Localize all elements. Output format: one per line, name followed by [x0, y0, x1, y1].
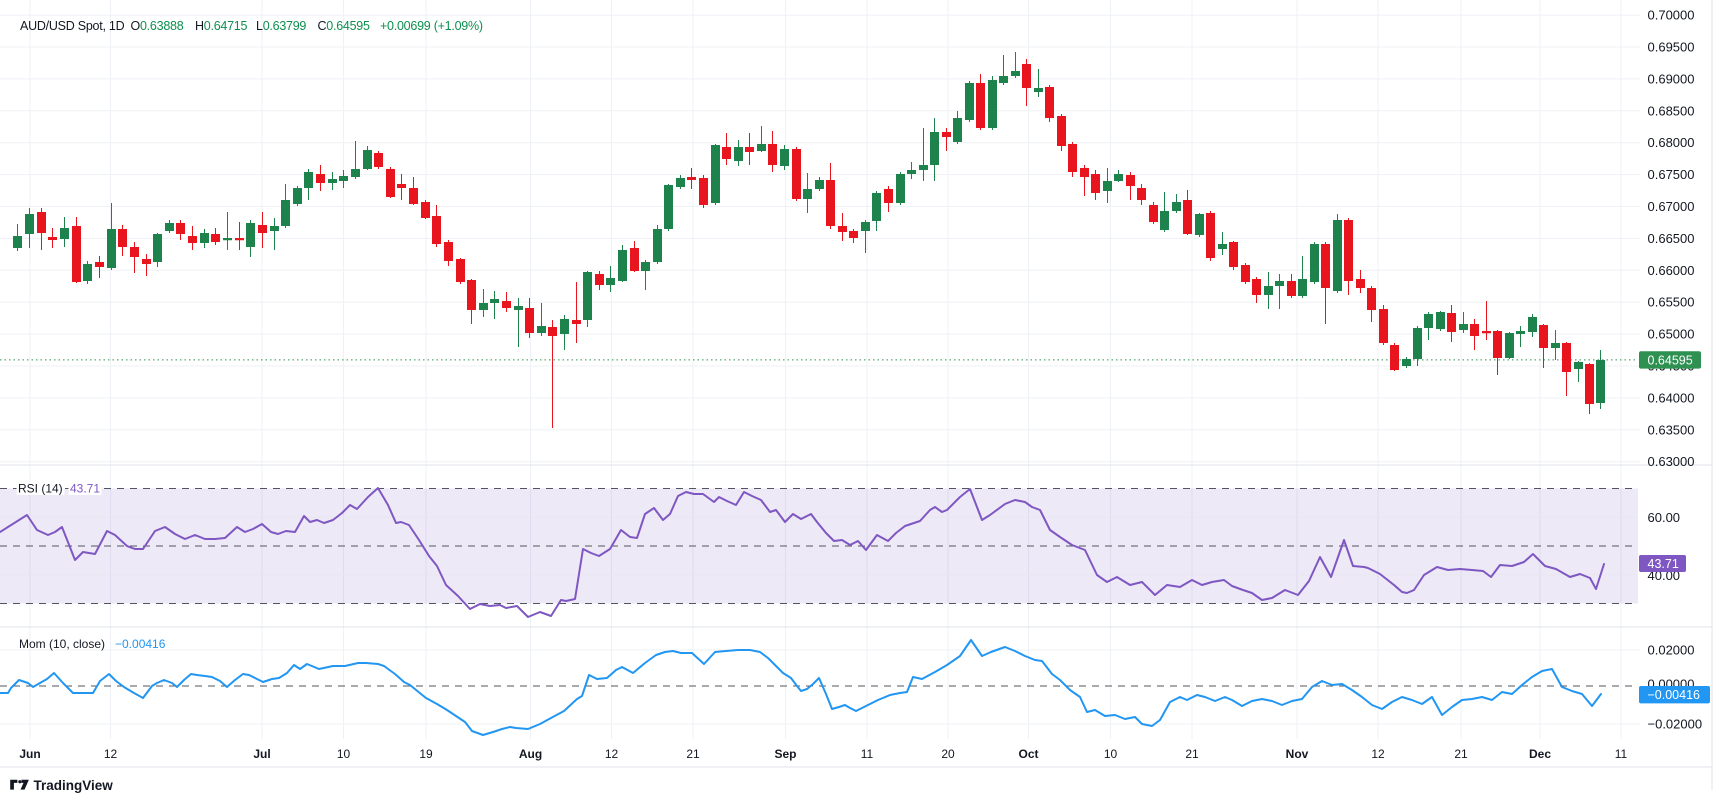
- svg-text:Aug: Aug: [519, 747, 542, 761]
- svg-text:0.68000: 0.68000: [1648, 135, 1695, 150]
- svg-text:12: 12: [605, 747, 619, 761]
- svg-text:0.69000: 0.69000: [1648, 71, 1695, 86]
- svg-text:0.69500: 0.69500: [1648, 40, 1695, 55]
- svg-text:0.67500: 0.67500: [1648, 167, 1695, 182]
- svg-text:Jun: Jun: [19, 747, 40, 761]
- svg-text:0.64000: 0.64000: [1648, 390, 1695, 405]
- svg-text:0.64595: 0.64595: [1648, 353, 1693, 367]
- svg-text:60.00: 60.00: [1648, 510, 1681, 525]
- svg-text:Dec: Dec: [1529, 747, 1551, 761]
- svg-text:−0.00416: −0.00416: [1648, 688, 1701, 702]
- svg-text:Mom (10, close): Mom (10, close): [19, 637, 105, 651]
- svg-text:21: 21: [686, 747, 700, 761]
- svg-text:19: 19: [419, 747, 433, 761]
- svg-text:21: 21: [1454, 747, 1468, 761]
- svg-text:0.68500: 0.68500: [1648, 103, 1695, 118]
- svg-text:−0.00416: −0.00416: [115, 637, 166, 651]
- svg-text:43.71: 43.71: [70, 482, 100, 496]
- svg-text:10: 10: [1104, 747, 1118, 761]
- svg-text:12: 12: [104, 747, 118, 761]
- svg-text:RSI (14): RSI (14): [18, 482, 63, 496]
- svg-text:Jul: Jul: [253, 747, 270, 761]
- svg-text:Nov: Nov: [1286, 747, 1309, 761]
- svg-text:Sep: Sep: [774, 747, 796, 761]
- svg-text:0.63500: 0.63500: [1648, 422, 1695, 437]
- svg-text:0.67000: 0.67000: [1648, 199, 1695, 214]
- svg-text:TradingView: TradingView: [34, 778, 114, 793]
- svg-text:0.70000: 0.70000: [1648, 8, 1695, 23]
- svg-text:0.02000: 0.02000: [1648, 643, 1695, 658]
- svg-text:Oct: Oct: [1018, 747, 1038, 761]
- svg-text:0.65000: 0.65000: [1648, 327, 1695, 342]
- svg-text:0.65500: 0.65500: [1648, 295, 1695, 310]
- svg-text:20: 20: [941, 747, 955, 761]
- svg-text:0.66000: 0.66000: [1648, 263, 1695, 278]
- svg-text:11: 11: [861, 747, 874, 761]
- svg-text:−0.02000: −0.02000: [1648, 717, 1703, 732]
- svg-text:21: 21: [1185, 747, 1199, 761]
- svg-text:10: 10: [337, 747, 351, 761]
- svg-text:0.63000: 0.63000: [1648, 454, 1695, 469]
- svg-text:43.71: 43.71: [1648, 557, 1679, 571]
- svg-text:12: 12: [1371, 747, 1385, 761]
- svg-text:11: 11: [1615, 747, 1628, 761]
- svg-text:0.66500: 0.66500: [1648, 231, 1695, 246]
